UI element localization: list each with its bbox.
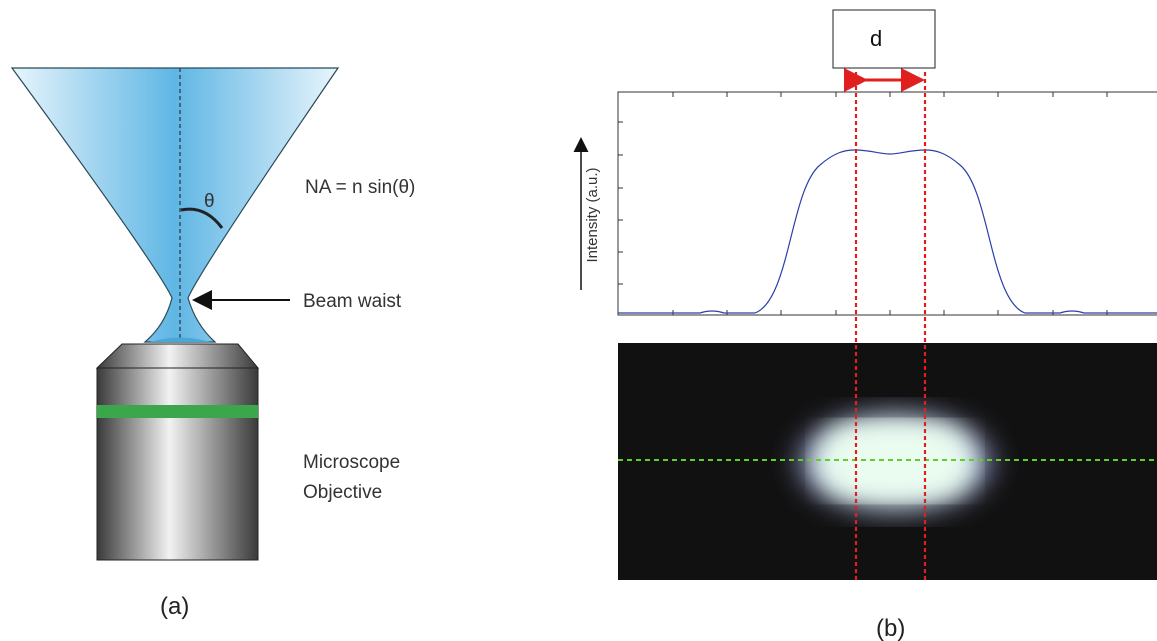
- y-axis-label: Intensity (a.u.): [584, 167, 601, 262]
- plot-frame: [617, 91, 1157, 316]
- intensity-profile: [618, 149, 1157, 314]
- objective-lens: [150, 337, 210, 342]
- caption-a: (a): [160, 593, 189, 620]
- objective-label: Microscope: [303, 452, 400, 473]
- objective-band: [97, 405, 258, 418]
- objective-body: [96, 367, 259, 561]
- d-label: d: [870, 26, 882, 51]
- light-cone: [10, 67, 340, 343]
- objective-cap: [95, 343, 260, 369]
- caption-b: (b): [876, 615, 905, 641]
- theta-arc: [180, 207, 224, 229]
- theta-label: θ: [204, 191, 215, 212]
- beam-waist-label: Beam waist: [303, 291, 402, 312]
- panel-a: θ NA = n sin(θ) Beam waist Microscope Ob…: [10, 67, 415, 620]
- na-equation: NA = n sin(θ): [305, 177, 415, 198]
- panel-b: Intensity (a.u.) d (b): [573, 9, 1157, 641]
- objective-label: Objective: [303, 482, 382, 503]
- beam-spot-core: [820, 425, 970, 497]
- d-box: [832, 9, 936, 69]
